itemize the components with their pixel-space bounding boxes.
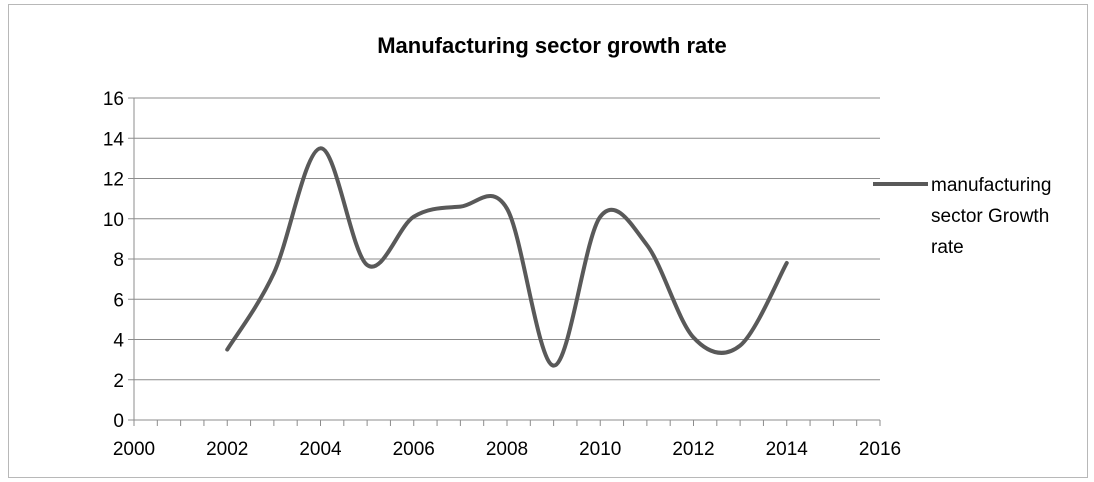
y-tick-label: 0 <box>113 411 124 432</box>
chart-title: Manufacturing sector growth rate <box>377 33 727 58</box>
chart-frame <box>8 4 1088 478</box>
y-tick-label: 6 <box>113 290 124 311</box>
legend-label: manufacturing sector Growth rate <box>931 175 1051 258</box>
data-point <box>319 146 323 150</box>
data-point <box>272 271 276 275</box>
data-point <box>412 215 416 219</box>
y-tick-label: 4 <box>113 331 124 352</box>
data-point <box>365 263 369 267</box>
data-point <box>598 215 602 219</box>
legend: manufacturing sector Growth rate <box>873 175 1051 258</box>
data-point <box>645 243 649 247</box>
y-tick-label: 10 <box>103 210 124 231</box>
data-point <box>552 364 556 368</box>
y-tick-label: 16 <box>103 89 124 110</box>
x-tick-label: 2000 <box>113 439 155 460</box>
x-tick-label: 2010 <box>579 439 621 460</box>
x-tick-label: 2014 <box>766 439 809 460</box>
grid-lines <box>134 97 880 381</box>
series-line <box>225 146 789 368</box>
data-point <box>458 205 462 209</box>
data-point <box>785 261 789 265</box>
y-tick-label: 12 <box>103 170 124 191</box>
x-tick-label: 2016 <box>859 439 901 460</box>
x-tick-label: 2004 <box>299 439 342 460</box>
x-tick-label: 2008 <box>486 439 528 460</box>
tick-labels: 0 2 4 6 8 10 12 14 16 2000 2002 2004 2006 2008 2010 201… <box>103 89 901 460</box>
data-point <box>225 348 229 352</box>
data-point <box>505 207 509 211</box>
x-tick-label: 2006 <box>393 439 435 460</box>
x-tick-label: 2012 <box>672 439 714 460</box>
y-tick-label: 8 <box>113 250 124 271</box>
y-tick-label: 2 <box>113 371 124 392</box>
data-point <box>738 344 742 348</box>
series-lines <box>225 146 789 368</box>
y-tick-label: 14 <box>103 129 125 150</box>
x-tick-label: 2002 <box>206 439 248 460</box>
axes <box>128 97 881 426</box>
data-point <box>692 335 696 339</box>
